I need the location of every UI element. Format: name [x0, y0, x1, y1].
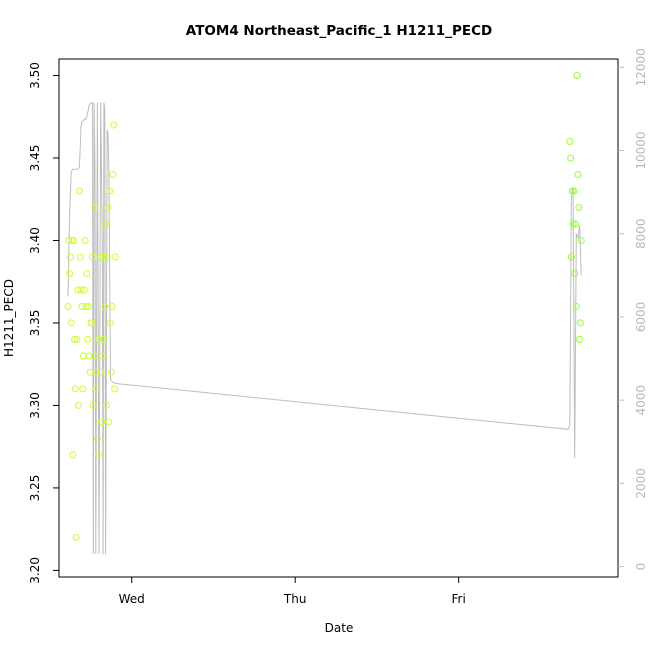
data-point: [79, 385, 87, 393]
data-point: [573, 72, 581, 79]
series-line-0: [67, 102, 582, 555]
data-point: [99, 253, 107, 261]
y-tick-label: 3.30: [28, 392, 42, 419]
data-point: [89, 253, 96, 261]
data-point: [576, 319, 584, 327]
y-tick-label: 3.20: [28, 557, 42, 584]
y-tick-label: 3.45: [28, 145, 42, 172]
data-point: [577, 237, 585, 244]
data-point: [73, 335, 81, 343]
data-point: [95, 335, 103, 343]
data-point: [572, 220, 579, 228]
data-point: [105, 418, 113, 426]
y-axis-left: 3.20 3.25 3.30 3.35 3.40 3.45 3.50: [28, 62, 59, 584]
data-point: [108, 303, 116, 310]
data-point: [575, 204, 583, 211]
data-point: [66, 270, 74, 277]
data-point: [81, 237, 89, 244]
data-point: [576, 335, 584, 343]
data-point: [111, 253, 119, 261]
data-point: [88, 319, 96, 327]
data-point: [86, 368, 94, 376]
y2-tick-label: 0: [634, 563, 648, 571]
data-point: [96, 253, 104, 261]
data-point: [107, 319, 114, 327]
x-axis: Wed Thu Fri: [119, 577, 466, 606]
data-point: [85, 352, 93, 360]
data-point: [97, 368, 105, 376]
data-point: [106, 187, 114, 195]
y2-tick-label: 6000: [634, 302, 648, 333]
data-point: [93, 434, 101, 442]
data-point: [104, 204, 112, 211]
data-point: [107, 368, 115, 376]
data-point: [80, 352, 87, 360]
data-point: [567, 253, 575, 261]
data-point: [98, 352, 106, 360]
data-point: [70, 237, 78, 244]
data-point: [111, 385, 119, 393]
data-point: [109, 171, 117, 178]
y2-tick-label: 10000: [634, 131, 648, 169]
data-point: [72, 533, 80, 541]
data-point: [567, 154, 575, 162]
data-point: [82, 303, 90, 310]
data-point: [566, 138, 574, 145]
data-point: [101, 303, 109, 310]
data-point: [65, 237, 73, 244]
y-axis-right: 0 2000 4000 6000 8000 10000 12000: [618, 48, 648, 570]
data-point: [100, 335, 108, 343]
data-point: [71, 335, 78, 343]
x-axis-label: Date: [325, 621, 354, 635]
data-point: [569, 220, 577, 228]
x-tick-label: Thu: [283, 592, 307, 606]
y-tick-label: 3.50: [28, 62, 42, 89]
data-point: [103, 253, 111, 261]
data-point: [77, 286, 85, 294]
data-point: [102, 401, 110, 409]
data-point: [102, 220, 110, 228]
data-point: [571, 270, 579, 277]
data-point: [89, 401, 97, 409]
data-point: [71, 385, 79, 393]
data-point: [91, 204, 99, 211]
data-point: [84, 335, 92, 343]
data-point: [84, 303, 92, 310]
y2-tick-label: 4000: [634, 385, 648, 416]
data-point: [92, 368, 100, 376]
y-tick-label: 3.35: [28, 310, 42, 337]
data-point: [64, 303, 72, 310]
data-point: [76, 253, 84, 261]
data-point: [570, 187, 578, 195]
y-axis-label: H1211_PECD: [2, 279, 16, 357]
data-point: [94, 451, 102, 459]
data-point: [75, 187, 83, 195]
chart-title: ATOM4 Northeast_Pacific_1 H1211_PECD: [186, 23, 492, 39]
x-tick-label: Fri: [451, 592, 465, 606]
y2-tick-label: 12000: [634, 48, 648, 86]
data-point: [98, 418, 105, 426]
data-point: [66, 253, 74, 261]
data-point: [90, 352, 98, 360]
y-tick-label: 3.25: [28, 475, 42, 502]
y2-tick-label: 2000: [634, 468, 648, 499]
y2-tick-label: 8000: [634, 218, 648, 249]
data-point: [67, 319, 75, 327]
data-point: [75, 401, 83, 409]
data-point: [574, 171, 582, 178]
data-point: [110, 121, 118, 129]
data-point: [80, 286, 88, 294]
plot-frame: [58, 58, 619, 578]
x-tick-label: Wed: [119, 592, 145, 606]
data-point: [69, 451, 77, 459]
data-point: [83, 270, 91, 277]
data-point: [93, 385, 101, 393]
series-layer: [64, 72, 585, 555]
data-point: [572, 303, 580, 310]
y-tick-label: 3.40: [28, 227, 42, 254]
